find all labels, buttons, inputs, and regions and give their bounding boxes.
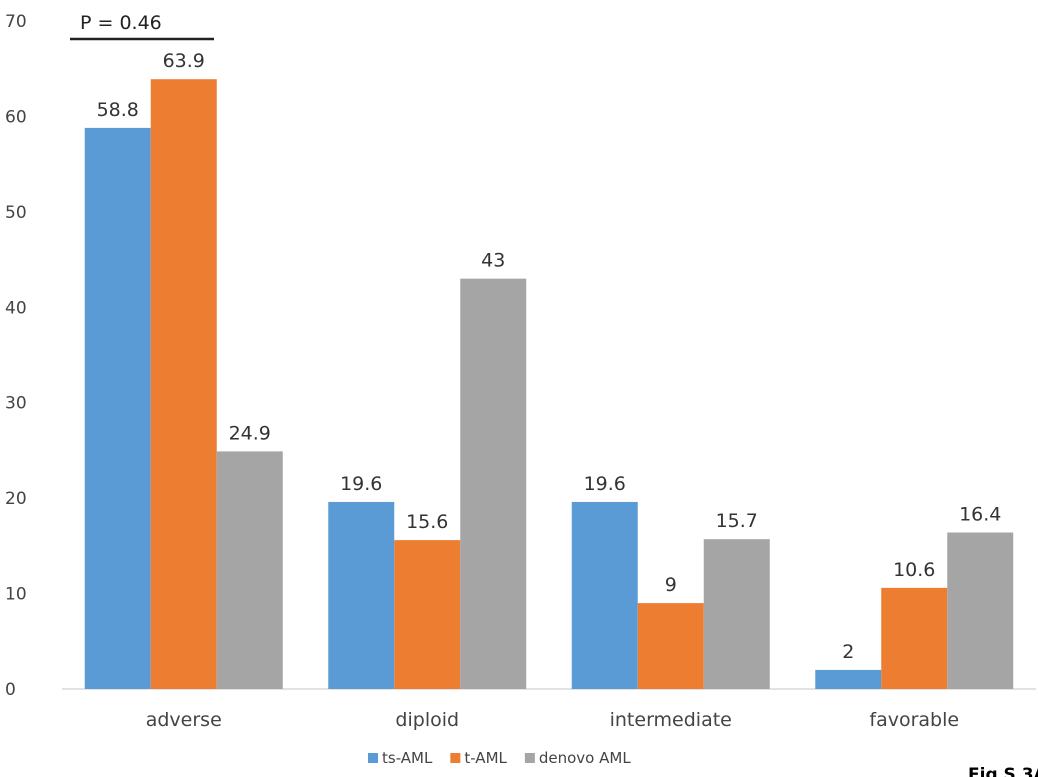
bar-adverse-ts-AML [84,127,151,689]
data-label: 19.6 [584,473,626,495]
data-label: 10.6 [893,559,935,581]
bars [84,79,1014,689]
bar-intermediate-ts-AML [571,501,638,689]
bar-favorable-denovo-AML [947,532,1014,689]
data-label: 63.9 [163,50,205,72]
y-tick-label: 50 [5,203,27,223]
bar-diploid-t-AML [394,540,461,689]
legend-item-label: ts-AML [382,749,433,767]
data-labels: 58.8 63.9 24.9 19.6 15.6 43 19.6 9 15.7 2 10.6 16.4 [97,50,1002,663]
y-tick-label: 30 [5,394,27,414]
legend: ts-AML t-AML denovo AML [368,749,631,767]
data-label: 2 [842,641,854,663]
x-category-label: intermediate [610,709,732,731]
category-labels: adverse diploid intermediate favorable [146,709,959,731]
data-label: 15.7 [716,510,758,532]
bar-adverse-t-AML [150,79,217,689]
x-category-label: diploid [395,709,459,731]
legend-item-label: t-AML [464,749,507,767]
figure-label: Fig S 3A [968,765,1038,777]
bar-intermediate-t-AML [637,603,704,689]
data-label: 19.6 [340,473,382,495]
x-category-label: favorable [869,709,959,731]
y-tick-label: 20 [5,489,27,509]
y-tick-label: 70 [5,12,27,32]
legend-swatch [524,753,535,763]
data-label: 58.8 [97,99,139,121]
data-label: 15.6 [406,511,448,533]
legend-swatch [450,753,461,763]
y-tick-label: 40 [5,298,27,318]
p-value-annotation: P = 0.46 [80,12,162,34]
bar-intermediate-denovo-AML [703,539,770,689]
y-tick-label: 60 [5,107,27,127]
y-tick-label: 10 [5,585,27,605]
data-label: 9 [665,574,677,596]
data-label: 43 [481,250,505,272]
bar-diploid-ts-AML [328,501,395,689]
data-label: 16.4 [959,503,1001,525]
bar-favorable-t-AML [881,587,948,689]
x-category-label: adverse [146,709,222,731]
legend-item-label: denovo AML [539,749,631,767]
bar-favorable-ts-AML [815,669,882,689]
bar-adverse-denovo-AML [216,451,283,689]
bar-diploid-denovo-AML [460,278,527,689]
y-tick-label: 0 [5,680,16,700]
data-label: 24.9 [229,422,271,444]
y-axis-ticks: 0 10 20 30 40 50 60 70 [5,12,27,700]
legend-swatch [368,753,378,763]
